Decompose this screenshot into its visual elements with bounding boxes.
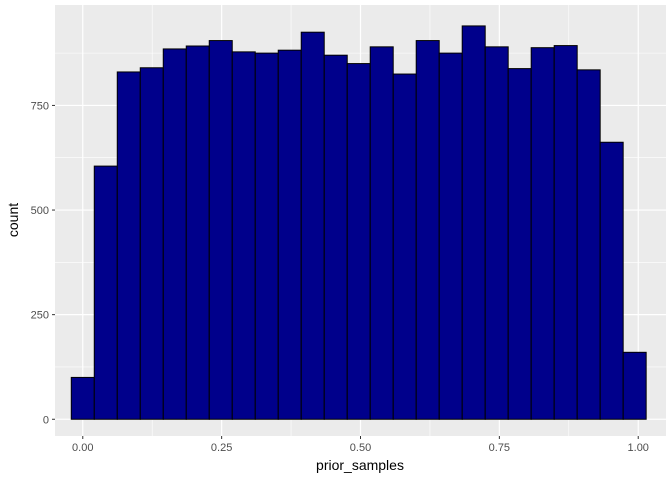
x-axis-title: prior_samples — [316, 457, 404, 473]
histogram-bar — [484, 46, 509, 420]
histogram-bar — [553, 45, 578, 420]
y-tick-label: 750 — [31, 100, 49, 112]
y-tick-label: 0 — [43, 414, 49, 426]
histogram-bar — [254, 52, 279, 420]
histogram-bar — [208, 40, 233, 420]
x-tick-label: 0.75 — [489, 442, 510, 454]
histogram-bar — [415, 40, 440, 420]
histogram-bar — [116, 71, 141, 420]
y-axis-title: count — [5, 203, 21, 237]
y-axis: 0 250 500 750 — [31, 100, 55, 426]
x-tick-label: 0.50 — [350, 442, 371, 454]
x-tick-label: 0.00 — [72, 442, 93, 454]
histogram-bar — [530, 47, 555, 420]
histogram-bar — [346, 63, 371, 420]
histogram-bar — [70, 376, 95, 420]
histogram-bar — [139, 67, 164, 420]
histogram-bar — [461, 25, 486, 420]
histogram-bar — [93, 165, 118, 420]
histogram-bar — [438, 52, 463, 420]
x-axis: 0.00 0.25 0.50 0.75 1.00 — [72, 436, 649, 454]
histogram-bar — [323, 54, 348, 420]
histogram-bar — [622, 351, 647, 420]
histogram-bars — [70, 25, 647, 420]
y-tick-label: 250 — [31, 310, 49, 322]
histogram-bar — [300, 31, 325, 420]
x-tick-label: 0.25 — [211, 442, 232, 454]
y-tick-label: 500 — [31, 205, 49, 217]
histogram-bar — [185, 45, 210, 420]
x-tick-label: 1.00 — [628, 442, 649, 454]
histogram-bar — [507, 68, 532, 420]
histogram-bar — [599, 141, 624, 420]
histogram-bar — [162, 48, 187, 420]
histogram-bar — [369, 46, 394, 420]
histogram-bar — [576, 69, 601, 420]
histogram-bar — [392, 73, 417, 420]
histogram-bar — [277, 49, 302, 420]
histogram-bar — [231, 51, 256, 420]
